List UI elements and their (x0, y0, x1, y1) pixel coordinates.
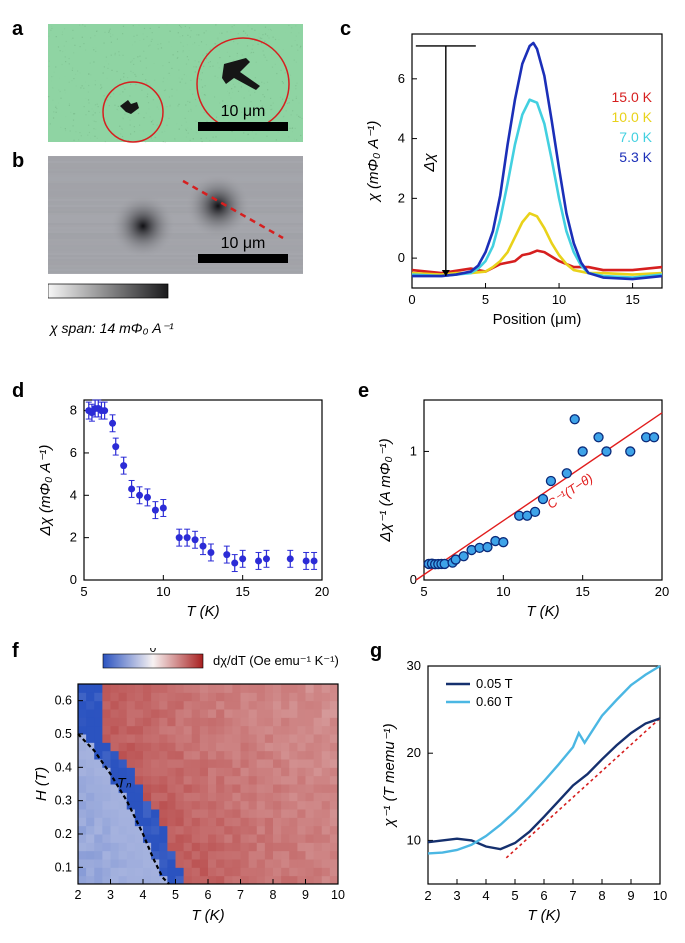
panel-b-colorbar-label: χ span: 14 mΦ₀ A⁻¹ (50, 320, 174, 337)
panel-label-b: b (12, 150, 24, 173)
svg-text:5.3 K: 5.3 K (619, 149, 652, 165)
svg-text:8: 8 (70, 403, 77, 418)
svg-text:10: 10 (653, 888, 667, 903)
svg-text:10: 10 (331, 888, 345, 902)
svg-text:0.3: 0.3 (55, 794, 72, 808)
svg-text:9: 9 (302, 888, 309, 902)
svg-text:6: 6 (398, 71, 405, 86)
svg-text:0.2: 0.2 (55, 827, 72, 841)
svg-text:20: 20 (655, 584, 669, 599)
svg-text:2: 2 (75, 888, 82, 902)
svg-text:2: 2 (398, 190, 405, 205)
svg-text:2: 2 (424, 888, 431, 903)
svg-text:3: 3 (453, 888, 460, 903)
svg-text:0.05 T: 0.05 T (476, 676, 513, 691)
svg-text:6: 6 (70, 445, 77, 460)
svg-text:Position (μm): Position (μm) (493, 311, 582, 328)
svg-text:5: 5 (511, 888, 518, 903)
svg-text:7.0 K: 7.0 K (619, 129, 652, 145)
panel-a-image: 10 μm (48, 24, 303, 149)
svg-text:0: 0 (398, 250, 405, 265)
svg-text:T (K): T (K) (191, 907, 224, 924)
svg-text:χ⁻¹ (T memu⁻¹): χ⁻¹ (T memu⁻¹) (381, 723, 398, 828)
svg-text:15.0 K: 15.0 K (612, 89, 653, 105)
svg-text:15: 15 (575, 584, 589, 599)
svg-text:4: 4 (482, 888, 489, 903)
svg-text:10 μm: 10 μm (221, 235, 266, 252)
svg-text:H (T): H (T) (33, 767, 50, 801)
svg-text:9: 9 (627, 888, 634, 903)
svg-text:χ (mΦ₀ A⁻¹): χ (mΦ₀ A⁻¹) (365, 121, 382, 204)
svg-text:Δχ: Δχ (421, 153, 438, 173)
panel-g-chart: 2 3 4 5 6 7 8 9 10 10 20 30 T (K) χ⁻¹ (T memu⁻¹) 0.05 … (380, 648, 680, 938)
svg-text:30: 30 (407, 658, 421, 673)
svg-text:6: 6 (540, 888, 547, 903)
svg-text:10: 10 (407, 832, 421, 847)
panel-c-chart: 0 5 10 15 0 2 4 6 Position (μm) χ (mΦ₀ A⁻¹) Δχ 15.0… (360, 24, 680, 344)
svg-text:20: 20 (407, 745, 421, 760)
svg-text:dχ/dT (Oe emu⁻¹ K⁻¹): dχ/dT (Oe emu⁻¹ K⁻¹) (213, 653, 339, 668)
svg-text:5: 5 (80, 584, 87, 599)
svg-text:T (K): T (K) (527, 907, 560, 924)
svg-text:T (K): T (K) (526, 603, 559, 620)
svg-text:0: 0 (150, 648, 157, 655)
panel-e-chart: 510152001T (K)Δχ⁻¹ (A mΦ₀⁻¹)C⁻¹(T−θ) (370, 390, 680, 630)
svg-text:15: 15 (625, 292, 639, 307)
svg-text:Tₙ: Tₙ (117, 774, 132, 790)
svg-text:6: 6 (205, 888, 212, 902)
svg-text:20: 20 (315, 584, 329, 599)
panel-f-chart: 0 dχ/dT (Oe emu⁻¹ K⁻¹) 2 3 4 5 6 7 8 9 10 0.1 0.2 0.3… (30, 648, 360, 938)
svg-text:0: 0 (70, 572, 77, 587)
panel-b-image: 10 μm (48, 156, 303, 316)
svg-text:0.6: 0.6 (55, 694, 72, 708)
svg-text:T (K): T (K) (186, 603, 219, 620)
svg-text:5: 5 (172, 888, 179, 902)
svg-text:10.0 K: 10.0 K (612, 109, 653, 125)
svg-text:Δχ⁻¹ (A mΦ₀⁻¹): Δχ⁻¹ (A mΦ₀⁻¹) (377, 438, 394, 542)
svg-text:7: 7 (569, 888, 576, 903)
svg-text:5: 5 (420, 584, 427, 599)
svg-text:5: 5 (482, 292, 489, 307)
svg-text:2: 2 (70, 530, 77, 545)
svg-text:0.1: 0.1 (55, 860, 72, 874)
svg-text:4: 4 (70, 487, 77, 502)
svg-text:0: 0 (408, 292, 415, 307)
svg-text:4: 4 (140, 888, 147, 902)
svg-text:0.4: 0.4 (55, 760, 72, 774)
svg-text:0.5: 0.5 (55, 727, 72, 741)
panel-label-f: f (12, 640, 19, 663)
svg-text:1: 1 (410, 443, 417, 458)
svg-text:10: 10 (156, 584, 170, 599)
svg-text:8: 8 (598, 888, 605, 903)
svg-text:10: 10 (552, 292, 566, 307)
svg-text:0.60 T: 0.60 T (476, 694, 513, 709)
svg-text:8: 8 (270, 888, 277, 902)
svg-text:10: 10 (496, 584, 510, 599)
svg-text:15: 15 (235, 584, 249, 599)
panel-label-a: a (12, 18, 23, 41)
panel-label-e: e (358, 380, 369, 403)
svg-text:7: 7 (237, 888, 244, 902)
panel-label-c: c (340, 18, 351, 41)
svg-text:3: 3 (107, 888, 114, 902)
figure-page: { "labels":{"a":"a","b":"b","c":"c","d":… (0, 0, 685, 943)
svg-text:Δχ (mΦ₀ A⁻¹): Δχ (mΦ₀ A⁻¹) (37, 445, 54, 537)
svg-text:10 μm: 10 μm (221, 103, 266, 120)
svg-text:4: 4 (398, 131, 405, 146)
panel-label-d: d (12, 380, 24, 403)
panel-d-chart: 5 10 15 20 0 2 4 6 8 T (K) Δχ (mΦ₀ A⁻¹) (30, 390, 340, 630)
